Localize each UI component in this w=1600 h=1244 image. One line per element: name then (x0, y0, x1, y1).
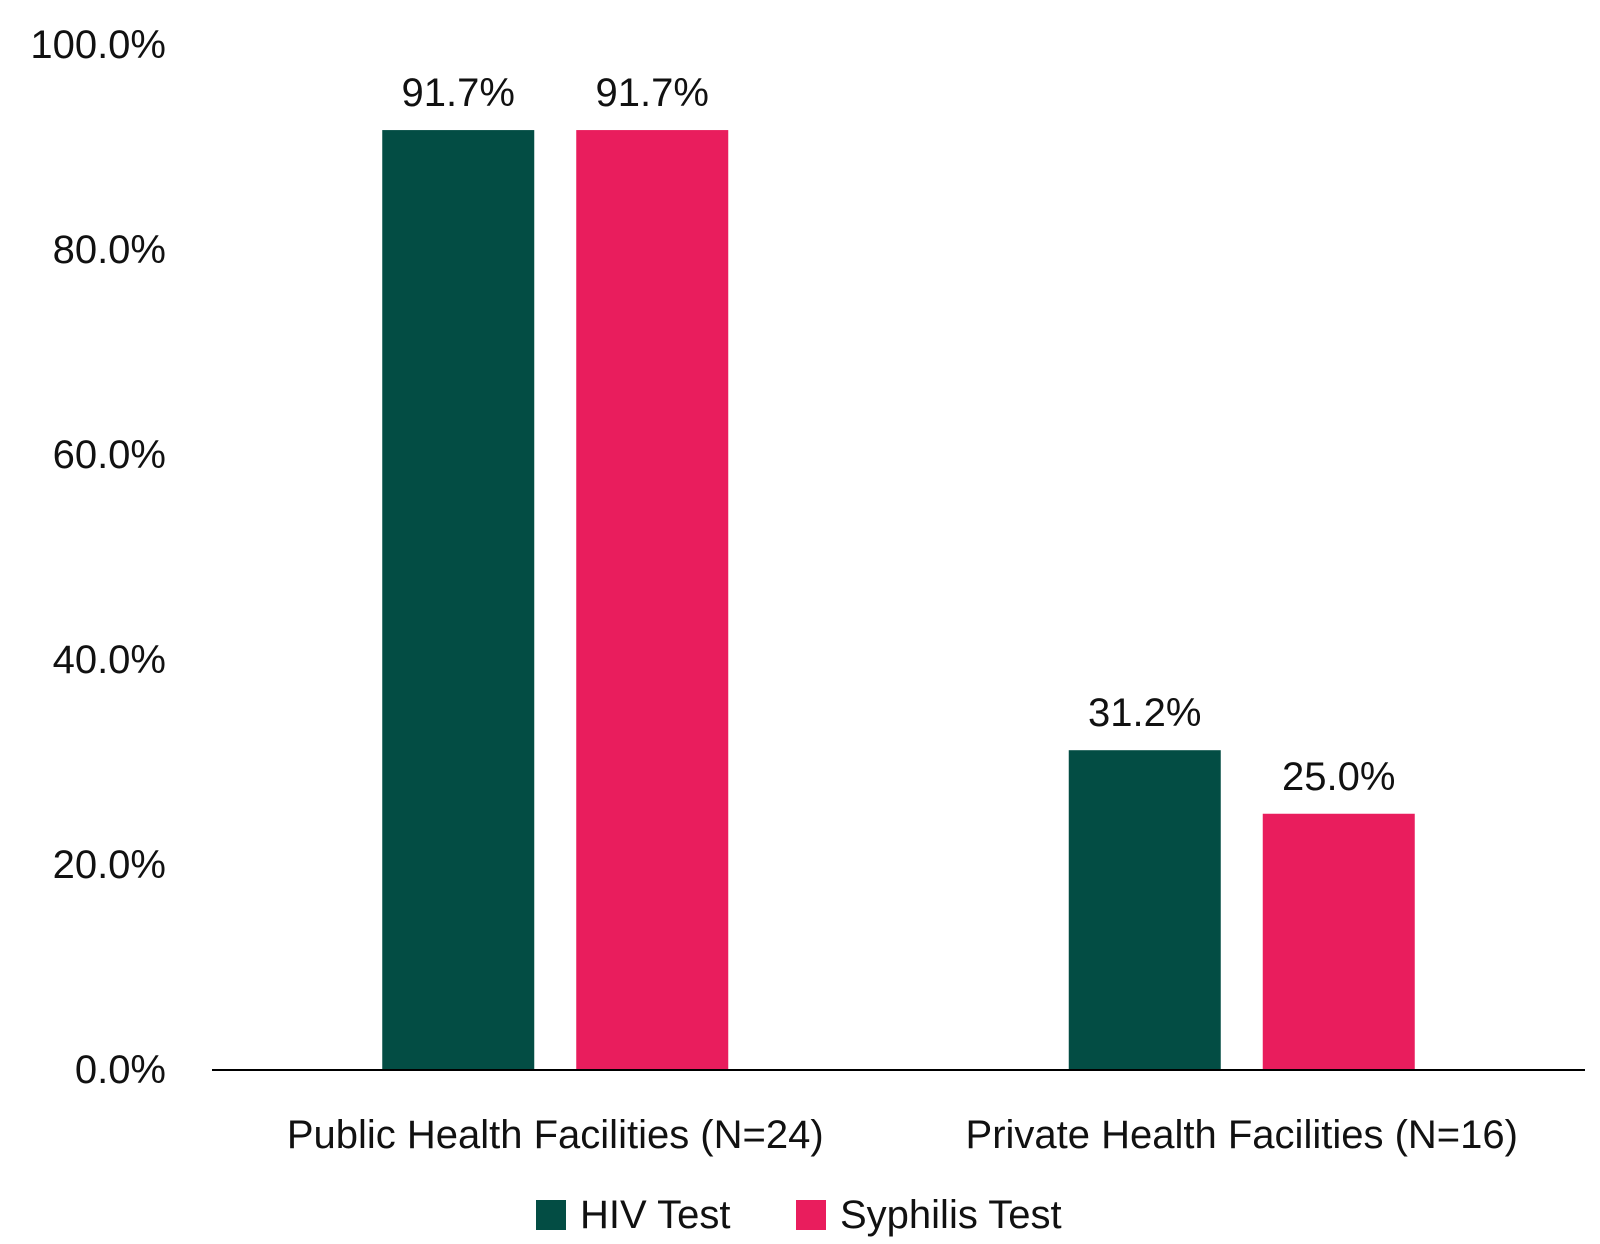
bars (382, 130, 1415, 1070)
category-labels: Public Health Facilities (N=24) Private H… (287, 1113, 1518, 1157)
data-label: 91.7% (402, 71, 515, 115)
legend: HIV Test Syphilis Test (536, 1193, 1062, 1237)
data-label: 31.2% (1088, 691, 1201, 735)
y-tick-label: 20.0% (53, 843, 166, 887)
legend-item-hiv-test: HIV Test (536, 1193, 730, 1237)
bar-syphilis-test (576, 130, 729, 1070)
category-label: Private Health Facilities (N=16) (966, 1113, 1518, 1157)
y-tick-label: 0.0% (75, 1048, 166, 1092)
bar-syphilis-test (1262, 813, 1415, 1070)
legend-label: Syphilis Test (840, 1193, 1062, 1237)
category-label: Public Health Facilities (N=24) (287, 1113, 824, 1157)
y-tick-label: 60.0% (53, 433, 166, 477)
legend-label: HIV Test (580, 1193, 730, 1237)
legend-item-syphilis-test: Syphilis Test (796, 1193, 1062, 1237)
data-label: 25.0% (1282, 755, 1395, 799)
legend-swatch (796, 1200, 826, 1230)
data-label: 91.7% (596, 71, 709, 115)
data-labels: 91.7% 91.7% 31.2% 25.0% (402, 71, 1396, 799)
y-tick-label: 100.0% (30, 23, 166, 67)
y-tick-label: 40.0% (53, 638, 166, 682)
y-tick-label: 80.0% (53, 228, 166, 272)
bar-hiv-test (382, 130, 535, 1070)
y-axis-ticks: 0.0% 20.0% 40.0% 60.0% 80.0% 100.0% (30, 23, 166, 1092)
legend-swatch (536, 1200, 566, 1230)
bar-hiv-test (1068, 750, 1221, 1070)
